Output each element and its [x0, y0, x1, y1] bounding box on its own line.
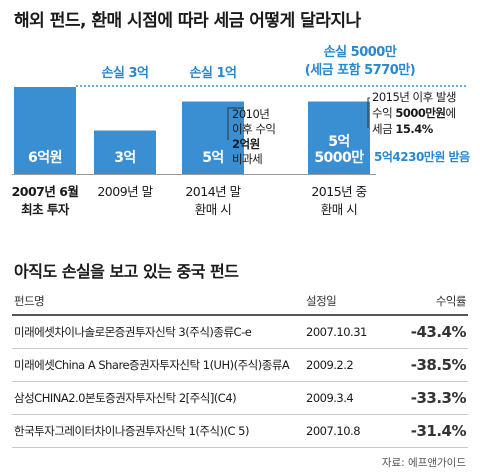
source-note: 자료: 에프앤가이드: [381, 457, 466, 469]
bar: [182, 101, 244, 174]
fund-return: -33.3%: [392, 381, 468, 415]
result-text: 5억4230만원 받음: [374, 149, 470, 164]
fund-date: 2009.3.4: [304, 381, 392, 415]
fund-name: 미래에셋차이나솔로몬증권투자신탁 3(주식)종류C-e: [12, 315, 304, 349]
fund-name: 한국투자그레이터차이나증권투자신탁 1(주식)(C 5): [12, 414, 304, 448]
category-label: 환매 시: [321, 202, 357, 217]
chart-title: 해외 펀드, 환매 시점에 따라 세금 어떻게 달라지나: [14, 11, 361, 31]
bar: [308, 101, 370, 174]
bar-label: 5억: [328, 134, 350, 150]
category-label: 2015년 중: [311, 184, 366, 199]
bar-label: 5억: [202, 150, 224, 166]
table-row: 미래에셋China A Share증권자투자신탁 1(UH)(주식)종류A 20…: [12, 348, 468, 382]
table-row: 미래에셋차이나솔로몬증권투자신탁 3(주식)종류C-e 2007.10.31 -…: [12, 315, 468, 349]
fund-date: 2007.10.31: [304, 315, 392, 349]
fund-return: -43.4%: [392, 315, 468, 349]
category-label: 2014년 말: [185, 184, 241, 199]
loss-label: 손실 3억: [102, 65, 149, 81]
fund-name: 삼성CHINA2.0본토증권자투자신탁 2[주식](C4): [12, 381, 304, 415]
note-text: 2010년: [232, 107, 269, 121]
bar-label: 3억: [114, 150, 136, 166]
header-return: 수익률: [392, 288, 468, 316]
note-text: 수익 5000만원에: [372, 106, 456, 120]
china-fund-table: 펀드명 설정일 수익률 미래에셋차이나솔로몬증권투자신탁 3(주식)종류C-e …: [12, 288, 468, 448]
loss-label: 손실 5000만: [324, 44, 397, 60]
fund-return: -31.4%: [392, 414, 468, 448]
table-row: 삼성CHINA2.0본토증권자투자신탁 2[주식](C4) 2009.3.4 -…: [12, 381, 468, 415]
note-text: 2억원: [232, 137, 260, 151]
bar-label: 6억원: [28, 150, 62, 166]
category-label: 2009년 말: [97, 184, 153, 199]
fund-return: -38.5%: [392, 348, 468, 382]
category-label: 최초 투자: [21, 202, 70, 217]
fund-date: 2007.10.8: [304, 414, 392, 448]
table-header-row: 펀드명 설정일 수익률: [12, 288, 468, 316]
fund-date: 2009.2.2: [304, 348, 392, 382]
note-text: 비과세: [232, 152, 262, 166]
loss-label: 손실 1억: [190, 65, 237, 81]
loss-label: (세금 포함 5770만): [305, 62, 415, 78]
category-label: 환매 시: [195, 202, 231, 217]
header-fund-name: 펀드명: [12, 288, 304, 316]
category-label: 2007년 6월: [12, 184, 79, 199]
fund-name: 미래에셋China A Share증권자투자신탁 1(UH)(주식)종류A: [12, 348, 304, 382]
bar-label: 5000만: [314, 150, 364, 166]
note-bracket: [227, 107, 244, 140]
section-title: 아직도 손실을 보고 있는 중국 펀드: [14, 262, 239, 281]
note-text: 세금 15.4%: [372, 122, 434, 136]
bar: [14, 87, 76, 174]
header-setup-date: 설정일: [304, 288, 392, 316]
note-text: 2015년 이후 발생: [372, 90, 456, 104]
note-text: 이후 수익: [232, 122, 275, 136]
bar: [94, 130, 156, 174]
table-row: 한국투자그레이터차이나증권투자신탁 1(주식)(C 5) 2007.10.8 -…: [12, 414, 468, 448]
note-bracket: [367, 97, 370, 128]
